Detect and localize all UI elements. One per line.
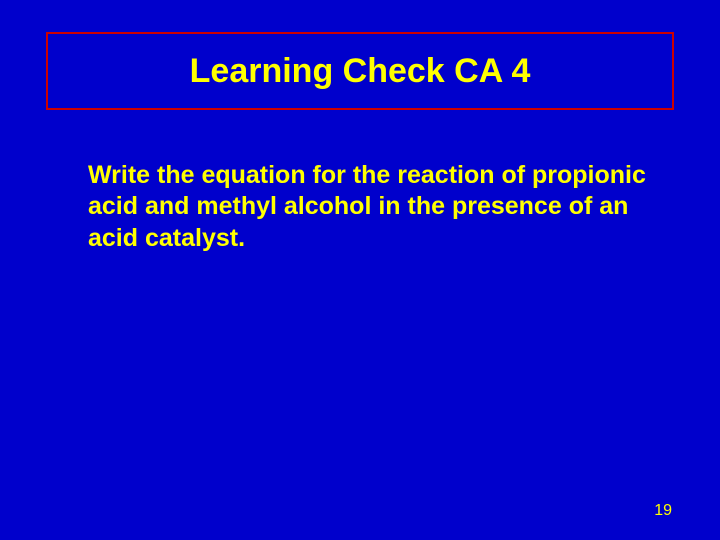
title-container: Learning Check CA 4 [46,32,674,110]
page-number: 19 [654,502,672,520]
slide-title: Learning Check CA 4 [190,52,531,91]
slide-body: Write the equation for the reaction of p… [88,160,648,254]
